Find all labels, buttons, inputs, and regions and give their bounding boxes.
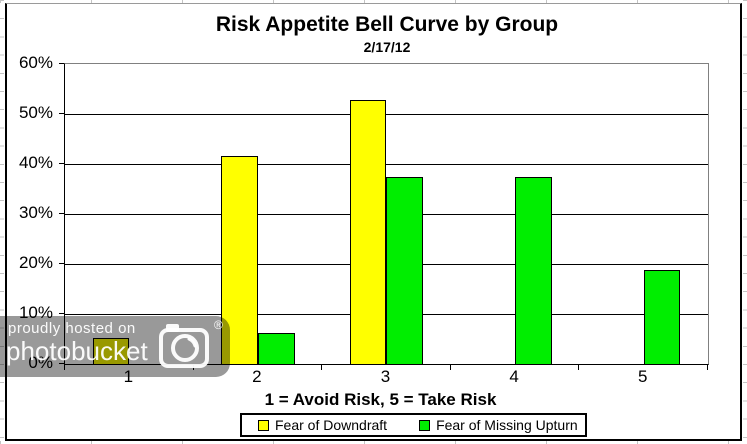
chart-subtitle: 2/17/12	[363, 39, 411, 55]
bar-series2-group3	[386, 176, 424, 365]
y-axis-label-50pct: 50%	[18, 103, 53, 123]
bar-series1-group1	[92, 338, 130, 365]
x-axis-label-4: 4	[509, 367, 519, 386]
y-axis-tick	[59, 313, 64, 315]
bar-series2-group5	[643, 269, 681, 365]
y-axis-tick	[59, 63, 64, 65]
bar-group-2	[194, 64, 323, 365]
watermark-tagline: proudly hosted on	[8, 320, 136, 337]
chart-frame: Risk Appetite Bell Curve by Group 2/17/1…	[0, 3, 742, 441]
x-axis-tick	[578, 364, 580, 371]
x-axis-label-1: 1	[123, 367, 134, 386]
sheet-gridline-ticks-left	[0, 0, 4, 444]
bar-group-1	[65, 64, 194, 365]
legend-swatch-2	[419, 419, 431, 431]
x-axis-tick	[449, 364, 451, 371]
gridline-50pct	[65, 114, 708, 116]
bar-series2-group2	[257, 332, 295, 365]
bar-series2-group4	[515, 176, 552, 365]
legend-label-1: Fear of Downdraft	[275, 417, 388, 433]
registered-trademark-symbol: ®	[214, 318, 223, 332]
sheet-gridline-ticks-top	[0, 0, 747, 3]
y-axis-tick	[59, 113, 64, 115]
legend-item-2: Fear of Missing Upturn	[419, 417, 578, 433]
y-axis-label-40pct: 40%	[18, 153, 53, 173]
y-axis-label-30pct: 30%	[18, 203, 53, 223]
gridline-40pct	[65, 164, 708, 166]
x-axis-tick	[64, 364, 65, 371]
photobucket-wordmark: photobucket	[6, 336, 148, 366]
y-axis-tick	[59, 363, 64, 365]
x-axis-label-2: 2	[252, 367, 262, 386]
plot-area	[64, 63, 709, 366]
sheet-gridline-ticks-right	[743, 0, 747, 444]
y-axis-tick	[59, 263, 64, 265]
x-axis-tick	[321, 364, 323, 371]
y-axis-label-0pct: 0%	[28, 353, 53, 373]
bar-series1-group3	[349, 100, 387, 365]
bar-group-5	[579, 64, 708, 365]
camera-icon	[158, 321, 210, 374]
chart-title: Risk Appetite Bell Curve by Group	[215, 13, 559, 36]
bar-series1-group2	[221, 155, 258, 365]
y-axis-label-20pct: 20%	[18, 253, 53, 273]
x-axis-title: 1 = Avoid Risk, 5 = Take Risk	[264, 390, 497, 409]
y-axis-tick	[59, 163, 64, 165]
y-axis-label-10pct: 10%	[18, 303, 53, 323]
x-axis-label-5: 5	[637, 367, 648, 386]
legend: Fear of Downdraft Fear of Missing Upturn	[240, 413, 587, 437]
bar-group-4	[451, 64, 580, 365]
x-axis-label-3: 3	[380, 367, 391, 386]
sheet-gridline-ticks-bottom	[0, 441, 747, 444]
y-axis-tick	[59, 213, 64, 215]
legend-swatch-1	[258, 419, 269, 431]
bar-group-3	[322, 64, 451, 365]
photobucket-watermark: proudly hosted on photobucket ®	[0, 316, 230, 377]
legend-item-1: Fear of Downdraft	[258, 417, 387, 433]
legend-label-2: Fear of Missing Upturn	[436, 417, 578, 433]
y-axis-label-60pct: 60%	[18, 53, 53, 73]
x-axis-tick	[707, 364, 708, 371]
